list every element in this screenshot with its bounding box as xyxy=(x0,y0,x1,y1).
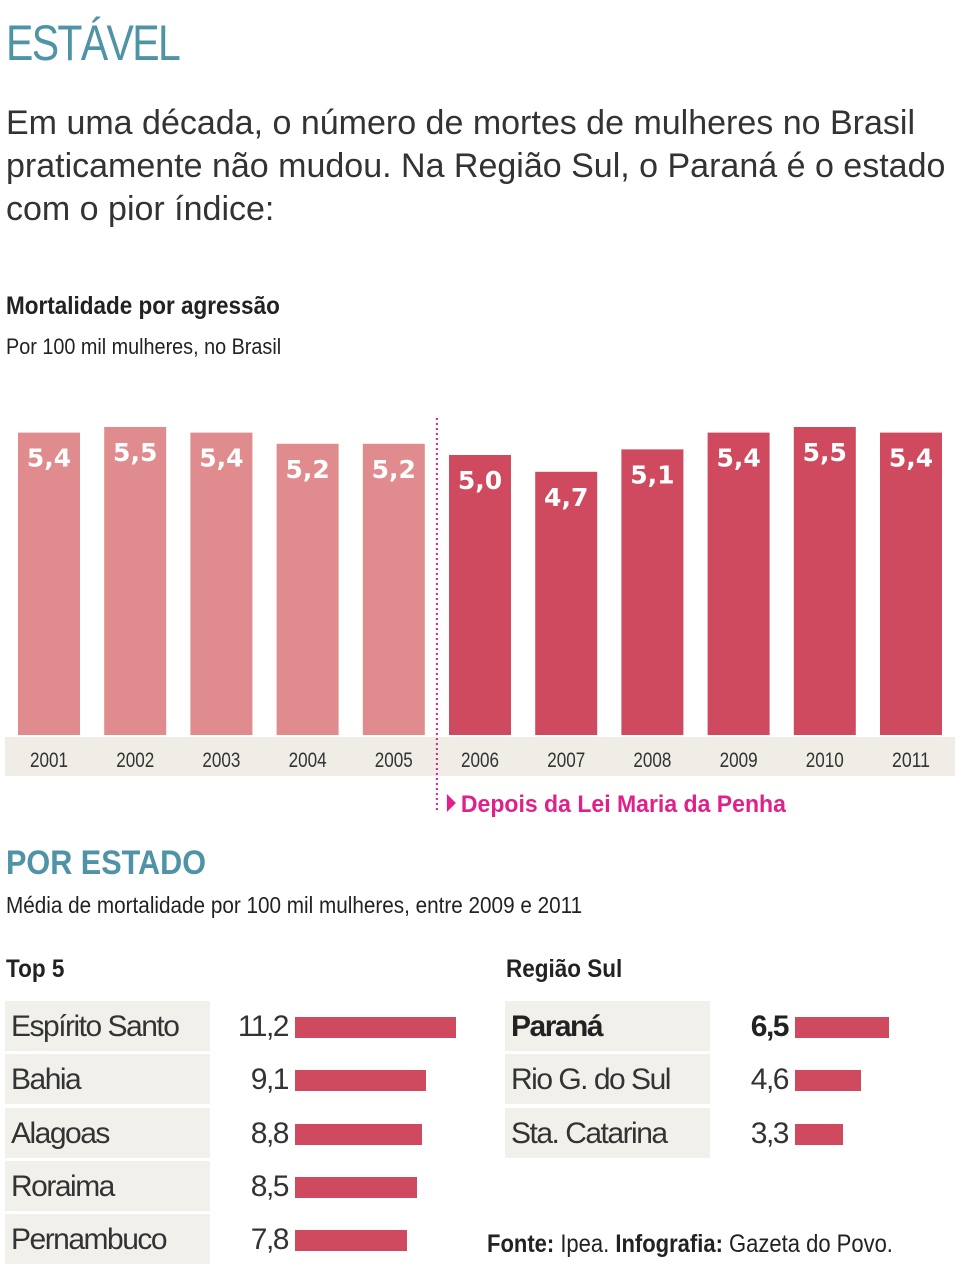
state-name: Espírito Santo xyxy=(5,1001,210,1051)
state-name: Bahia xyxy=(5,1054,210,1105)
tick-label-2004: 2004 xyxy=(289,749,327,772)
state-bar xyxy=(795,1017,889,1038)
value-label-2010: 5,5 xyxy=(803,438,847,467)
value-label-2011: 5,4 xyxy=(889,444,933,473)
state-value: 8,8 xyxy=(250,1116,290,1150)
tick-label-2005: 2005 xyxy=(375,749,413,772)
play-arrow-icon xyxy=(446,794,456,812)
tick-label-2011: 2011 xyxy=(892,749,930,772)
section-title: POR ESTADO xyxy=(6,844,207,882)
state-bar xyxy=(295,1176,418,1198)
state-bar xyxy=(295,1123,422,1145)
credit-text: Gazeta do Povo. xyxy=(722,1230,893,1258)
source-text: Ipea. xyxy=(554,1230,616,1258)
tick-label-2009: 2009 xyxy=(720,749,758,772)
bar-2010 xyxy=(793,427,856,735)
tick-label-2010: 2010 xyxy=(806,749,844,772)
bar-2006 xyxy=(449,455,511,735)
state-bar xyxy=(795,1123,843,1145)
bar-2011 xyxy=(880,432,942,735)
state-bar xyxy=(295,1017,457,1038)
chart-title: Mortalidade por agressão xyxy=(6,292,280,320)
bar-2007 xyxy=(535,471,598,735)
tick-label-2003: 2003 xyxy=(202,749,240,772)
bar-2008 xyxy=(621,449,684,735)
bar-2001 xyxy=(18,432,80,735)
state-name: Rio G. do Sul xyxy=(505,1054,710,1105)
state-value: 9,1 xyxy=(250,1063,290,1097)
credit-label: Infografia: xyxy=(615,1230,723,1258)
state-value: 3,3 xyxy=(750,1116,790,1150)
chart-subtitle: Por 100 mil mulheres, no Brasil xyxy=(6,334,282,359)
tick-label-2002: 2002 xyxy=(116,749,154,772)
tick-label-2001: 2001 xyxy=(30,749,68,772)
state-value: 7,8 xyxy=(250,1223,290,1257)
state-name: Roraima xyxy=(5,1160,210,1211)
state-bar xyxy=(795,1070,862,1092)
value-label-2001: 5,4 xyxy=(27,444,71,473)
bar-2002 xyxy=(104,427,167,735)
state-value: 8,5 xyxy=(250,1169,290,1203)
value-label-2002: 5,5 xyxy=(113,438,157,467)
tick-label-2008: 2008 xyxy=(633,749,671,772)
tick-label-2006: 2006 xyxy=(461,749,499,772)
state-value: 4,6 xyxy=(750,1063,790,1097)
value-label-2003: 5,4 xyxy=(199,444,243,473)
top5-title: Top 5 xyxy=(6,955,65,983)
value-label-2008: 5,1 xyxy=(630,460,674,489)
annotation-label: Depois da Lei Maria da Penha xyxy=(461,791,787,818)
kicker: ESTÁVEL xyxy=(6,15,181,71)
source-label: Fonte: xyxy=(487,1230,555,1258)
value-label-2007: 4,7 xyxy=(544,483,588,512)
bar-2005 xyxy=(362,443,425,735)
state-bar xyxy=(295,1070,427,1092)
intro-text: Em uma década, o número de mortes de mul… xyxy=(6,104,946,228)
state-value: 11,2 xyxy=(237,1010,290,1043)
yearly-bar-chart: 5,4 2001 5,5 2002 5,4 2003 5,2 2004 5,2 2005 5,0 20… xyxy=(5,418,955,818)
state-name: Paraná xyxy=(505,1001,710,1051)
bar-2003 xyxy=(190,432,253,735)
state-name: Pernambuco xyxy=(5,1214,210,1265)
value-label-2005: 5,2 xyxy=(372,455,416,484)
tick-label-2007: 2007 xyxy=(547,749,585,772)
state-bar xyxy=(295,1230,408,1252)
south-title: Região Sul xyxy=(506,955,623,983)
bar-2009 xyxy=(707,432,770,735)
state-name: Alagoas xyxy=(5,1107,210,1158)
state-value: 6,5 xyxy=(750,1010,790,1043)
year-band xyxy=(5,737,955,776)
value-label-2004: 5,2 xyxy=(285,455,329,484)
bar-2004 xyxy=(276,443,339,735)
value-label-2006: 5,0 xyxy=(458,466,502,495)
section-subtitle: Média de mortalidade por 100 mil mulhere… xyxy=(6,892,583,918)
value-label-2009: 5,4 xyxy=(716,444,760,473)
state-name: Sta. Catarina xyxy=(505,1107,710,1158)
source-credit: Fonte: Ipea. Infografia: Gazeta do Povo. xyxy=(487,1230,893,1259)
